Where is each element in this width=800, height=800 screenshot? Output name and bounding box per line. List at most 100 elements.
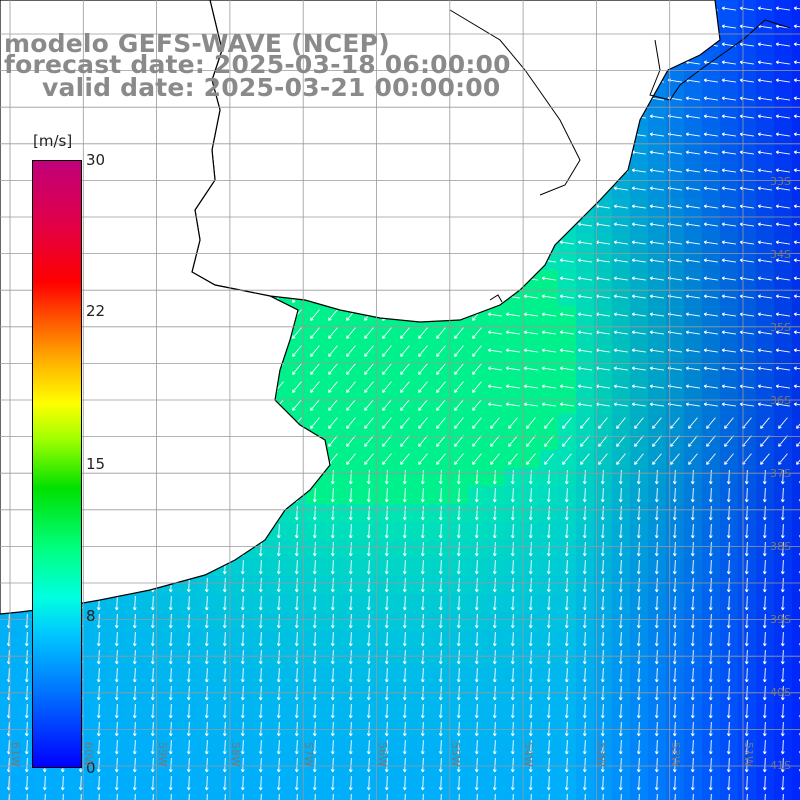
wind-arrow bbox=[546, 667, 551, 683]
wind-arrow bbox=[382, 345, 392, 357]
wind-arrow bbox=[436, 381, 446, 393]
wind-arrow bbox=[672, 649, 677, 665]
wind-arrow bbox=[582, 469, 587, 485]
wind-arrow bbox=[652, 417, 662, 429]
wind-arrow bbox=[492, 757, 497, 773]
wind-arrow bbox=[258, 595, 263, 611]
wind-arrow bbox=[672, 577, 677, 593]
wind-arrow bbox=[793, 312, 800, 317]
wind-arrow bbox=[631, 240, 646, 245]
wind-arrow bbox=[564, 757, 569, 773]
wind-arrow bbox=[726, 541, 731, 557]
wind-arrow bbox=[703, 96, 718, 101]
wind-arrow bbox=[582, 613, 587, 629]
wind-arrow bbox=[564, 649, 569, 665]
wind-arrow bbox=[775, 6, 790, 11]
wind-arrow bbox=[654, 577, 659, 593]
wind-arrow bbox=[726, 559, 731, 575]
wind-arrow bbox=[474, 541, 479, 557]
wind-arrow bbox=[672, 505, 677, 521]
wind-arrow bbox=[312, 649, 317, 665]
wind-arrow bbox=[454, 345, 464, 357]
wind-arrow bbox=[456, 649, 461, 665]
wind-arrow bbox=[418, 417, 428, 429]
wind-arrow bbox=[708, 631, 713, 647]
wind-arrow bbox=[132, 667, 137, 683]
wind-arrow bbox=[294, 703, 299, 719]
wind-arrow bbox=[366, 631, 371, 647]
wind-arrow bbox=[577, 294, 592, 299]
wind-arrow bbox=[793, 114, 800, 119]
wind-arrow bbox=[690, 595, 695, 611]
wind-arrow bbox=[793, 384, 800, 389]
wind-arrow bbox=[186, 649, 191, 665]
wind-arrow bbox=[559, 348, 574, 353]
wind-arrow bbox=[762, 757, 767, 773]
wind-speed-cell bbox=[792, 792, 800, 800]
wind-arrow bbox=[384, 667, 389, 683]
wind-arrow bbox=[346, 381, 356, 393]
wind-arrow bbox=[780, 613, 785, 629]
wind-arrow bbox=[186, 595, 191, 611]
wind-arrow bbox=[726, 505, 731, 521]
wind-arrow bbox=[703, 366, 718, 371]
wind-arrow bbox=[721, 114, 736, 119]
wind-arrow bbox=[618, 541, 623, 557]
wind-arrow bbox=[346, 345, 356, 357]
colorbar bbox=[32, 160, 82, 768]
wind-arrow bbox=[793, 240, 800, 245]
wind-arrow bbox=[654, 649, 659, 665]
wind-arrow bbox=[492, 523, 497, 539]
wind-arrow bbox=[739, 60, 754, 65]
wind-arrow bbox=[310, 327, 320, 339]
wind-arrow bbox=[526, 435, 536, 447]
wind-arrow bbox=[114, 613, 119, 629]
wind-arrow bbox=[616, 453, 626, 465]
wind-arrow bbox=[775, 384, 790, 389]
wind-arrow bbox=[186, 757, 191, 773]
wind-arrow bbox=[294, 523, 299, 539]
wind-arrow bbox=[312, 559, 317, 575]
wind-arrow bbox=[757, 366, 772, 371]
wind-arrow bbox=[456, 739, 461, 755]
wind-arrow bbox=[541, 330, 556, 335]
wind-arrow bbox=[384, 739, 389, 755]
wind-arrow bbox=[505, 384, 520, 389]
wind-arrow bbox=[420, 739, 425, 755]
wind-arrow bbox=[384, 649, 389, 665]
wind-speed-cell bbox=[792, 432, 800, 450]
wind-arrow bbox=[726, 577, 731, 593]
wind-arrow bbox=[757, 168, 772, 173]
latitude-label: 40S bbox=[770, 686, 791, 699]
wind-arrow bbox=[780, 649, 785, 665]
wind-arrow bbox=[598, 435, 608, 447]
wind-arrow bbox=[793, 168, 800, 173]
wind-arrow bbox=[726, 649, 731, 665]
wind-arrow bbox=[739, 132, 754, 137]
wind-arrow bbox=[649, 258, 664, 263]
wind-arrow bbox=[541, 276, 556, 281]
wind-arrow bbox=[690, 631, 695, 647]
colorbar-tick-label: 15 bbox=[86, 455, 106, 473]
wind-arrow bbox=[721, 96, 736, 101]
wind-arrow bbox=[708, 541, 713, 557]
wind-arrow bbox=[384, 505, 389, 521]
wind-arrow bbox=[685, 348, 700, 353]
wind-arrow bbox=[492, 739, 497, 755]
wind-arrow bbox=[330, 631, 335, 647]
wind-arrow bbox=[631, 258, 646, 263]
wind-arrow bbox=[685, 186, 700, 191]
wind-arrow bbox=[582, 595, 587, 611]
wind-arrow bbox=[618, 757, 623, 773]
wind-arrow bbox=[636, 541, 641, 557]
wind-arrow bbox=[685, 114, 700, 119]
wind-arrow bbox=[649, 168, 664, 173]
wind-arrow bbox=[436, 453, 446, 465]
wind-arrow bbox=[472, 381, 482, 393]
wind-arrow bbox=[541, 366, 556, 371]
latitude-label: 41S bbox=[770, 759, 791, 772]
wind-arrow bbox=[580, 453, 590, 465]
wind-arrow bbox=[672, 469, 677, 485]
wind-arrow bbox=[649, 276, 664, 281]
wind-arrow bbox=[793, 276, 800, 281]
